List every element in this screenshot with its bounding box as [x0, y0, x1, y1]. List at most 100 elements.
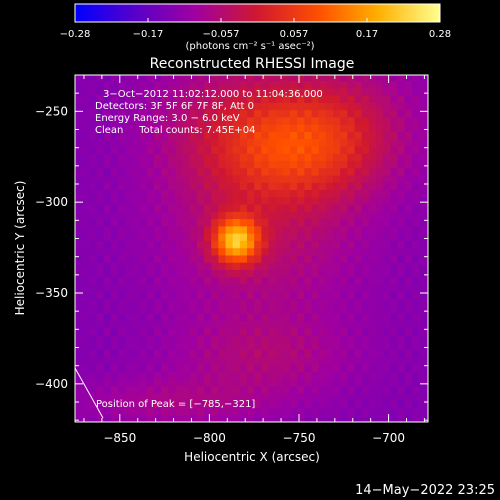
- heatmap-cell: [404, 378, 413, 387]
- heatmap-cell: [118, 356, 126, 365]
- heatmap-cell: [247, 116, 255, 125]
- heatmap-cell: [397, 291, 406, 300]
- heatmap-cell: [211, 378, 219, 387]
- heatmap-cell: [75, 342, 83, 350]
- heatmap-cell: [218, 225, 227, 234]
- heatmap-cell: [211, 233, 219, 241]
- heatmap-cell: [347, 240, 356, 249]
- heatmap-cell: [340, 211, 348, 220]
- heatmap-cell: [232, 247, 241, 256]
- heatmap-cell: [325, 174, 334, 183]
- heatmap-cell: [333, 327, 341, 336]
- heatmap-cell: [333, 203, 341, 212]
- heatmap-cell: [189, 87, 198, 96]
- heatmap-cell: [347, 160, 356, 169]
- heatmap-cell: [261, 276, 270, 285]
- heatmap-cell: [290, 262, 298, 270]
- heatmap-cell: [268, 378, 277, 387]
- heatmap-cell: [182, 385, 191, 394]
- heatmap-cell: [82, 371, 90, 379]
- heatmap-cell: [239, 298, 248, 307]
- heatmap-cell: [82, 262, 90, 270]
- heatmap-cell: [426, 116, 428, 125]
- heatmap-cell: [89, 414, 98, 422]
- heatmap-cell: [118, 298, 126, 307]
- heatmap-cell: [139, 94, 148, 103]
- heatmap-cell: [247, 298, 255, 307]
- heatmap-cell: [218, 218, 227, 227]
- heatmap-cell: [182, 400, 191, 409]
- heatmap-cell: [139, 356, 148, 365]
- heatmap-cell: [397, 196, 406, 205]
- heatmap-cell: [304, 334, 313, 343]
- heatmap-cell: [368, 75, 377, 82]
- heatmap-cell: [196, 203, 205, 212]
- heatmap-cell: [204, 196, 212, 205]
- heatmap-cell: [376, 298, 384, 307]
- heatmap-cell: [82, 75, 90, 82]
- heatmap-cell: [82, 320, 90, 329]
- heatmap-cell: [304, 276, 313, 285]
- heatmap-cell: [89, 298, 98, 307]
- heatmap-cell: [390, 160, 399, 169]
- heatmap-cell: [211, 407, 219, 416]
- heatmap-cell: [204, 225, 212, 234]
- heatmap-cell: [340, 124, 348, 132]
- heatmap-cell: [397, 211, 406, 220]
- heatmap-cell: [347, 124, 356, 132]
- heatmap-cell: [275, 87, 284, 96]
- heatmap-cell: [204, 356, 212, 365]
- heatmap-cell: [368, 153, 377, 161]
- heatmap-cell: [268, 240, 277, 249]
- heatmap-cell: [361, 269, 370, 278]
- heatmap-cell: [254, 160, 262, 169]
- heatmap-cell: [411, 276, 420, 285]
- heatmap-cell: [268, 363, 277, 372]
- heatmap-cell: [290, 363, 298, 372]
- heatmap-cell: [404, 211, 413, 220]
- heatmap-cell: [368, 225, 377, 234]
- heatmap-cell: [419, 298, 427, 307]
- heatmap-cell: [426, 392, 428, 401]
- heatmap-cell: [103, 262, 112, 270]
- heatmap-cell: [153, 109, 162, 118]
- heatmap-cell: [96, 182, 105, 191]
- heatmap-cell: [268, 124, 277, 132]
- heatmap-cell: [75, 167, 83, 176]
- heatmap-cell: [419, 371, 427, 379]
- heatmap-cell: [275, 327, 284, 336]
- heatmap-cell: [118, 320, 126, 329]
- heatmap-cell: [383, 305, 391, 314]
- heatmap-cell: [325, 247, 334, 256]
- heatmap-cell: [211, 196, 219, 205]
- heatmap-cell: [125, 283, 133, 292]
- heatmap-cell: [261, 349, 270, 358]
- heatmap-cell: [189, 312, 198, 321]
- heatmap-cell: [139, 240, 148, 249]
- heatmap-cell: [103, 269, 112, 278]
- heatmap-cell: [82, 116, 90, 125]
- heatmap-cell: [347, 298, 356, 307]
- heatmap-cell: [426, 356, 428, 365]
- heatmap-cell: [368, 102, 377, 111]
- heatmap-cell: [304, 363, 313, 372]
- heatmap-cell: [340, 131, 348, 140]
- heatmap-cell: [139, 102, 148, 111]
- heatmap-cell: [347, 116, 356, 125]
- heatmap-cell: [376, 276, 384, 285]
- heatmap-cell: [161, 182, 169, 191]
- heatmap-cell: [383, 327, 391, 336]
- heatmap-cell: [161, 392, 169, 401]
- heatmap-cell: [103, 211, 112, 220]
- heatmap-cell: [204, 312, 212, 321]
- heatmap-cell: [383, 349, 391, 358]
- heatmap-cell: [419, 145, 427, 154]
- heatmap-cell: [311, 414, 320, 422]
- heatmap-cell: [118, 254, 126, 263]
- heatmap-cell: [189, 334, 198, 343]
- heatmap-cell: [290, 153, 298, 161]
- heatmap-cell: [247, 327, 255, 336]
- heatmap-cell: [175, 138, 184, 147]
- heatmap-cell: [404, 392, 413, 401]
